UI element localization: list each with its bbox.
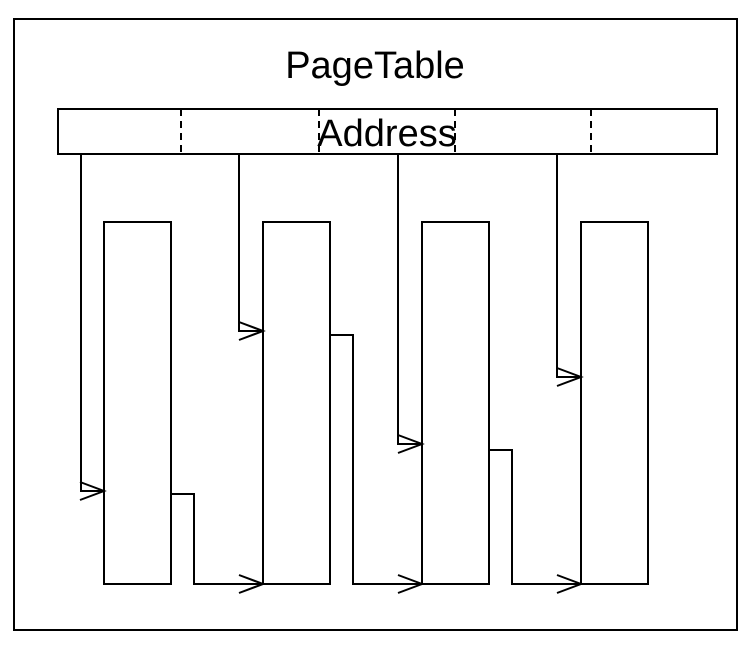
address-label: Address xyxy=(317,113,456,155)
arrowhead-icon xyxy=(556,574,584,594)
page-columns xyxy=(103,221,649,585)
outer-frame xyxy=(13,18,738,631)
arrowhead-icon xyxy=(397,434,425,454)
chain-links xyxy=(171,334,584,594)
arrowhead-icon xyxy=(397,574,425,594)
arrowhead-icon xyxy=(556,367,584,387)
arrowhead-icon xyxy=(238,574,266,594)
address-pointers xyxy=(79,154,584,501)
arrowhead-icon xyxy=(238,321,266,341)
address-bar: Address xyxy=(57,108,718,155)
diagram-title: PageTable xyxy=(285,45,465,87)
page-column-2 xyxy=(262,221,331,585)
address-pointer-3 xyxy=(397,154,425,454)
page-column-4 xyxy=(580,221,649,585)
chain-link-3-to-4 xyxy=(489,449,584,594)
address-pointer-2 xyxy=(238,154,266,341)
page-column-3 xyxy=(421,221,490,585)
address-pointer-4 xyxy=(556,154,584,387)
arrowhead-icon xyxy=(79,481,107,501)
address-pointer-1 xyxy=(79,154,107,501)
address-bar-box xyxy=(57,108,718,155)
chain-link-2-to-3 xyxy=(330,334,425,594)
page-column-1 xyxy=(103,221,172,585)
chain-link-1-to-2 xyxy=(171,493,266,594)
